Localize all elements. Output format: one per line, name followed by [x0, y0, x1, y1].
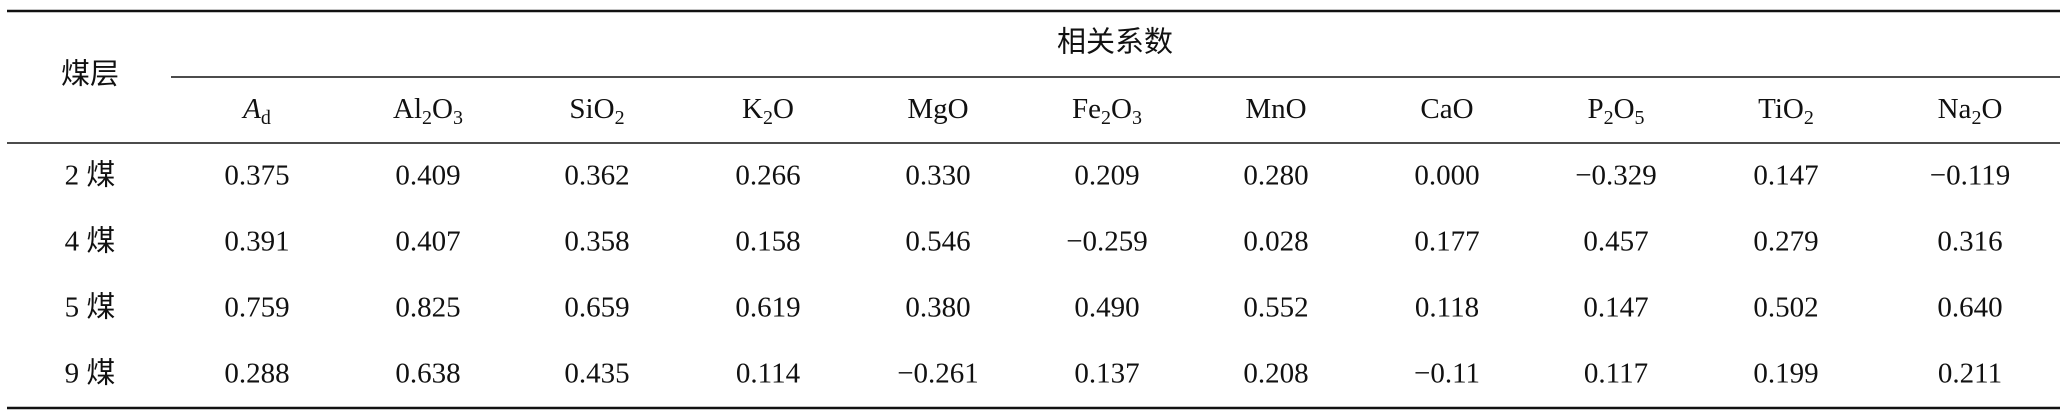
cell: 0.640 [1937, 292, 2002, 324]
cell: 0.490 [1074, 292, 1139, 324]
subscript: 2 [1101, 107, 1111, 129]
subscript: 2 [422, 107, 432, 129]
formula-part: P [1587, 93, 1603, 125]
formula-part: Al [393, 93, 422, 125]
cell: 0.117 [1584, 358, 1648, 390]
column-header: Ad [241, 93, 271, 129]
cell: 0.280 [1243, 160, 1308, 192]
cell: 0.552 [1243, 292, 1308, 324]
subscript: d [261, 107, 271, 129]
column-header: Al2O3 [393, 93, 463, 129]
cell: 0.407 [395, 226, 460, 258]
row-label: 2 煤 [65, 159, 116, 192]
column-header: TiO2 [1758, 93, 1814, 129]
column-header: K2O [742, 93, 794, 129]
column-header: Na2O [1938, 93, 2003, 129]
cell: 0.158 [735, 226, 800, 258]
subscript: 2 [1971, 107, 1981, 129]
row-header: 煤层 [61, 58, 119, 91]
cell: 0.502 [1753, 292, 1818, 324]
cell: −0.119 [1930, 160, 2011, 192]
cell: 0.546 [905, 226, 970, 258]
cell: 0.118 [1415, 292, 1479, 324]
cell: 0.375 [224, 160, 289, 192]
formula-part: O [1981, 93, 2002, 125]
cell: 0.266 [735, 160, 800, 192]
cell: −0.11 [1414, 358, 1480, 390]
cell: −0.261 [897, 358, 979, 390]
cell: 0.619 [735, 292, 800, 324]
cell: −0.329 [1575, 160, 1657, 192]
subscript: 5 [1635, 107, 1645, 129]
subscript: 2 [1604, 107, 1614, 129]
formula-part: TiO [1758, 93, 1804, 125]
cell: 0.759 [224, 292, 289, 324]
column-header: Fe2O3 [1072, 93, 1142, 129]
formula-part: Fe [1072, 93, 1101, 125]
formula-part: K [742, 93, 763, 125]
row-label: 4 煤 [65, 225, 116, 258]
cell: 0.362 [564, 160, 629, 192]
formula-part: MnO [1245, 93, 1306, 125]
formula-part: O [1111, 93, 1132, 125]
cell: 0.380 [905, 292, 970, 324]
cell: 0.114 [736, 358, 801, 390]
cell: 0.638 [395, 358, 460, 390]
column-header: MgO [907, 93, 968, 125]
cell: 0.147 [1583, 292, 1648, 324]
cell: 0.288 [224, 358, 289, 390]
cell: 0.000 [1414, 160, 1479, 192]
cell: 0.177 [1414, 226, 1479, 258]
cell: 0.208 [1243, 358, 1308, 390]
formula-part: O [1614, 93, 1635, 125]
formula-part: A [241, 93, 261, 125]
subscript: 2 [1804, 107, 1814, 129]
column-header: CaO [1420, 93, 1473, 125]
subscript: 2 [763, 107, 773, 129]
cell: 0.211 [1938, 358, 2002, 390]
row-label: 9 煤 [65, 357, 116, 390]
group-header: 相关系数 [1057, 26, 1173, 59]
subscript: 3 [453, 107, 463, 129]
cell: 0.279 [1753, 226, 1818, 258]
cell: 0.028 [1243, 226, 1308, 258]
cell: 0.330 [905, 160, 970, 192]
subscript: 2 [615, 107, 625, 129]
cell: 0.316 [1937, 226, 2002, 258]
formula-part: O [432, 93, 453, 125]
column-header: MnO [1245, 93, 1306, 125]
cell: 0.435 [564, 358, 629, 390]
formula-part: Na [1938, 93, 1972, 125]
column-header: P2O5 [1587, 93, 1644, 129]
cell: −0.259 [1066, 226, 1148, 258]
cell: 0.457 [1583, 226, 1648, 258]
cell: 0.209 [1074, 160, 1139, 192]
cell: 0.825 [395, 292, 460, 324]
cell: 0.358 [564, 226, 629, 258]
formula-part: CaO [1420, 93, 1473, 125]
cell: 0.147 [1753, 160, 1818, 192]
row-label: 5 煤 [65, 291, 116, 324]
cell: 0.391 [224, 226, 289, 258]
formula-part: MgO [907, 93, 968, 125]
subscript: 3 [1132, 107, 1142, 129]
formula-part: O [773, 93, 794, 125]
column-header: SiO2 [569, 93, 624, 129]
cell: 0.199 [1753, 358, 1818, 390]
cell: 0.137 [1074, 358, 1139, 390]
cell: 0.659 [564, 292, 629, 324]
formula-part: SiO [569, 93, 614, 125]
cell: 0.409 [395, 160, 460, 192]
